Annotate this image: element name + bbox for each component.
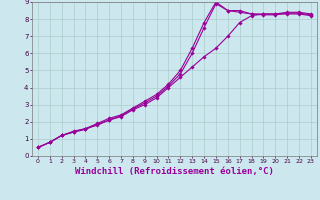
X-axis label: Windchill (Refroidissement éolien,°C): Windchill (Refroidissement éolien,°C) [75, 167, 274, 176]
